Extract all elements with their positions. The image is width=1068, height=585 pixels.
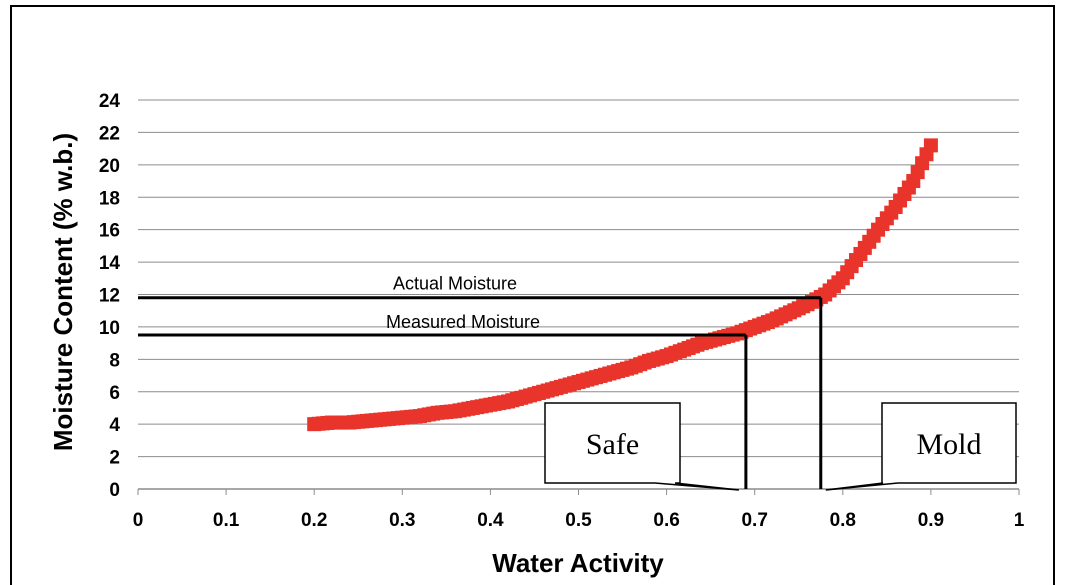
safe-callout-box — [544, 402, 739, 491]
y-tick-label: 22 — [99, 123, 120, 144]
x-tick-label: 0.9 — [918, 510, 944, 531]
annotations: Actual Moisture Measured Moisture Safe Mold — [138, 274, 1017, 491]
y-tick-label: 16 — [99, 221, 120, 242]
x-tick-label: 0.3 — [389, 510, 415, 531]
safe-callout-label: Safe — [586, 428, 639, 461]
x-tick-label: 0.1 — [213, 510, 240, 531]
x-tick-label: 0.4 — [477, 510, 504, 531]
y-tick-label: 14 — [99, 253, 121, 274]
y-tick-label: 18 — [99, 188, 120, 209]
mold-callout-box — [825, 402, 1017, 491]
y-tick-label: 0 — [109, 480, 120, 501]
mold-callout-label: Mold — [916, 428, 981, 461]
x-tick-label: 0.7 — [741, 510, 767, 531]
data-series — [307, 138, 938, 432]
x-tick-label: 0.6 — [653, 510, 679, 531]
y-axis-title: Moisture Content (% w.b.) — [48, 133, 78, 451]
x-tick-label: 1 — [1014, 510, 1025, 531]
y-tick-label: 12 — [99, 286, 120, 307]
x-tick-label: 0 — [133, 510, 144, 531]
x-tick-label: 0.5 — [565, 510, 592, 531]
y-tick-label: 2 — [109, 448, 120, 469]
y-tick-label: 4 — [109, 415, 120, 436]
data-point — [923, 138, 938, 153]
x-tick-label: 0.2 — [301, 510, 327, 531]
y-tick-label: 8 — [109, 350, 120, 371]
y-tick-label: 6 — [109, 383, 120, 404]
measured-moisture-label: Measured Moisture — [386, 312, 540, 332]
y-tick-label: 10 — [99, 318, 120, 339]
y-tick-label: 20 — [99, 156, 120, 177]
x-axis-title: Water Activity — [492, 548, 664, 578]
x-tick-labels: 0 0.1 0.2 0.3 0.4 0.5 0.6 0.7 0.8 0.9 1 — [133, 489, 1025, 531]
actual-moisture-label: Actual Moisture — [393, 274, 517, 294]
chart-frame — [10, 5, 1055, 585]
x-tick-label: 0.8 — [830, 510, 856, 531]
y-tick-label: 24 — [99, 91, 121, 112]
